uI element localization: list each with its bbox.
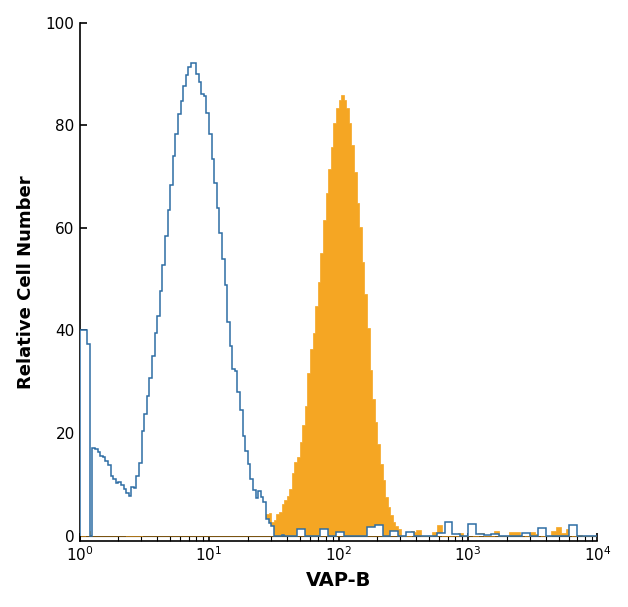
X-axis label: VAP-B: VAP-B xyxy=(306,571,371,591)
Y-axis label: Relative Cell Number: Relative Cell Number xyxy=(17,175,35,388)
